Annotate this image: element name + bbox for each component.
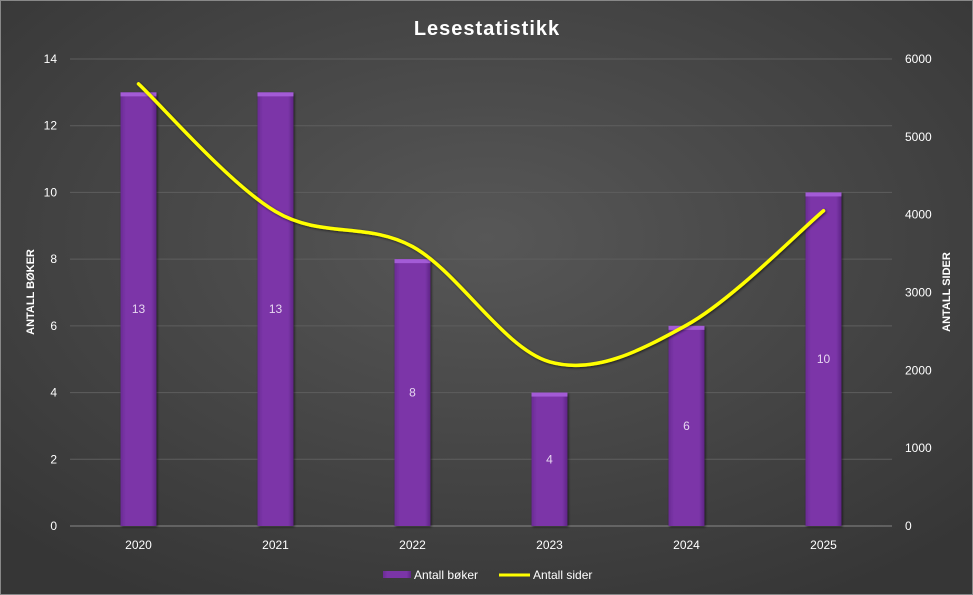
bar-top-bevel	[394, 259, 431, 264]
bar-data-label: 13	[269, 302, 283, 316]
x-tick-label: 2025	[810, 538, 837, 552]
x-tick-label: 2020	[125, 538, 152, 552]
chart-title: Lesestatistikk	[414, 18, 560, 40]
y-left-tick-label: 4	[50, 386, 57, 400]
x-tick-label: 2024	[673, 538, 700, 552]
y-left-tick-label: 2	[50, 452, 57, 466]
y-left-tick-label: 6	[50, 319, 57, 333]
y-axis-right-label: ANTALL SIDER	[941, 252, 953, 332]
x-tick-label: 2021	[262, 538, 289, 552]
y-right-tick-label: 3000	[905, 286, 932, 300]
y-axis-left-label: ANTALL BØKER	[25, 249, 37, 335]
legend: Antall bøker Antall sider	[383, 568, 592, 582]
line-antall-sider[interactable]	[136, 82, 826, 368]
y-right-tick-label: 6000	[905, 52, 932, 66]
y-left-tick-label: 8	[50, 252, 57, 266]
legend-swatch-bar	[383, 571, 411, 578]
legend-label-line: Antall sider	[533, 568, 592, 582]
y-left-tick-label: 10	[44, 185, 58, 199]
bar-data-label: 10	[817, 352, 831, 366]
x-tick-label: 2023	[536, 538, 563, 552]
bar-2024[interactable]	[668, 325, 705, 526]
y-right-tick-label: 0	[905, 519, 912, 533]
y-left-tick-label: 12	[44, 119, 58, 133]
x-tick-label: 2022	[399, 538, 426, 552]
bar-top-bevel	[531, 392, 568, 397]
bar-top-bevel	[120, 92, 157, 97]
bar-2023[interactable]	[531, 392, 568, 526]
y-left-tick-label: 0	[50, 519, 57, 533]
bar-top-bevel	[805, 192, 842, 197]
y-right-tick-label: 4000	[905, 208, 932, 222]
bar-top-bevel	[668, 325, 705, 330]
bar-top-bevel	[257, 92, 294, 97]
bar-2021[interactable]	[257, 92, 294, 526]
bar-data-label: 13	[132, 302, 146, 316]
bar-2022[interactable]	[394, 259, 431, 526]
y-right-tick-label: 1000	[905, 441, 932, 455]
bar-data-label: 8	[409, 386, 416, 400]
y-right-tick-label: 2000	[905, 363, 932, 377]
bar-2020[interactable]	[120, 92, 157, 526]
bar-data-label: 6	[683, 419, 690, 433]
bar-data-label: 4	[546, 452, 553, 466]
bar-2025[interactable]	[805, 192, 842, 526]
y-left-tick-label: 14	[44, 52, 58, 66]
y-right-tick-label: 5000	[905, 130, 932, 144]
legend-label-bar: Antall bøker	[414, 568, 478, 582]
